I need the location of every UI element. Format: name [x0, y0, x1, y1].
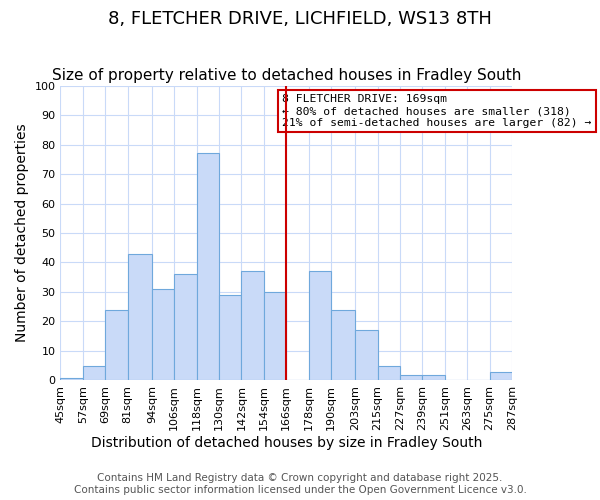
Bar [197, 154, 219, 380]
Y-axis label: Number of detached properties: Number of detached properties [15, 124, 29, 342]
Text: 8, FLETCHER DRIVE, LICHFIELD, WS13 8TH: 8, FLETCHER DRIVE, LICHFIELD, WS13 8TH [108, 10, 492, 28]
Bar [308, 272, 331, 380]
Bar [490, 372, 512, 380]
Title: Size of property relative to detached houses in Fradley South: Size of property relative to detached ho… [52, 68, 521, 83]
Bar [331, 310, 355, 380]
Text: 8 FLETCHER DRIVE: 169sqm
← 80% of detached houses are smaller (318)
21% of semi-: 8 FLETCHER DRIVE: 169sqm ← 80% of detach… [283, 94, 592, 128]
Bar [219, 295, 241, 380]
Bar [152, 289, 174, 380]
Bar [61, 378, 83, 380]
Bar [174, 274, 197, 380]
Bar [422, 374, 445, 380]
Bar [264, 292, 286, 380]
Text: Contains HM Land Registry data © Crown copyright and database right 2025.
Contai: Contains HM Land Registry data © Crown c… [74, 474, 526, 495]
Bar [241, 272, 264, 380]
Bar [377, 366, 400, 380]
Bar [83, 366, 105, 380]
Bar [355, 330, 377, 380]
Bar [400, 374, 422, 380]
Bar [128, 254, 152, 380]
Bar [105, 310, 128, 380]
X-axis label: Distribution of detached houses by size in Fradley South: Distribution of detached houses by size … [91, 436, 482, 450]
